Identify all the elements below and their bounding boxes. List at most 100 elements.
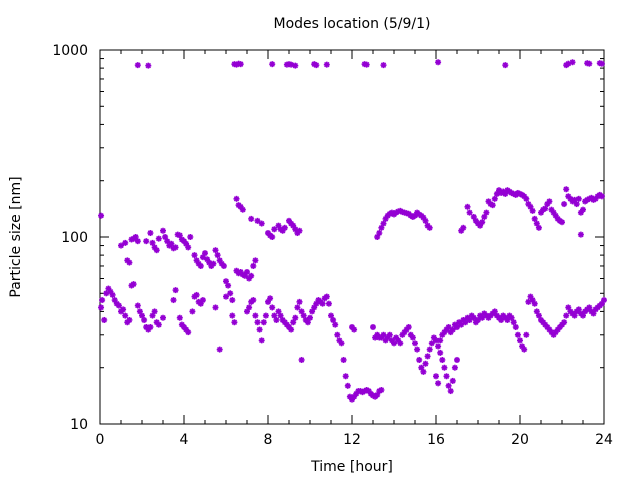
y-tick-label: 100 [61,230,88,246]
data-point [153,247,160,254]
data-point [479,314,486,321]
data-point [185,329,192,336]
data-point [115,302,122,309]
data-point [155,235,162,242]
data-point [449,326,456,333]
data-point [136,308,143,315]
data-point [168,240,175,247]
data-point [580,206,586,213]
data-point [340,356,347,363]
data-point [380,331,387,338]
data-point [256,326,263,333]
data-point [225,282,232,289]
data-point [294,304,301,311]
data-point [149,239,156,246]
data-points [98,59,607,403]
data-point [269,61,276,68]
data-point [260,319,267,326]
x-axis: 0 4 8 12 16 20 24 [96,50,613,448]
data-point [229,297,236,304]
data-point [412,340,418,347]
data-point [254,319,261,326]
data-point [563,186,570,193]
data-point [271,226,278,233]
data-point [250,262,257,269]
data-point [298,356,305,363]
data-point [292,62,299,69]
data-point [134,302,141,309]
data-point [502,62,509,69]
data-point [416,356,423,363]
data-point [189,308,196,315]
data-point [449,377,456,384]
data-point [451,364,458,371]
data-point [344,382,351,389]
data-point [479,219,486,226]
data-point [598,193,605,200]
data-point [512,324,519,331]
data-point [151,308,158,315]
data-point [422,217,429,224]
data-point [258,220,265,227]
data-point [332,321,339,328]
data-point [99,297,106,304]
data-point [548,206,555,213]
data-point [267,295,274,302]
data-point [489,202,496,209]
data-point [216,346,223,353]
data-point [126,259,133,266]
data-point [535,312,542,319]
data-point [145,62,152,69]
data-point [176,314,183,321]
data-point [561,319,568,326]
x-tick-label: 0 [96,432,105,448]
data-point [197,262,204,269]
data-point [147,324,154,331]
data-point [514,331,521,338]
data-point [319,300,326,307]
data-point [227,290,234,297]
data-point [498,316,505,323]
data-point [521,346,528,353]
data-point [269,304,276,311]
x-tick-label: 8 [264,432,273,448]
x-tick-label: 12 [343,432,361,448]
data-point [223,278,229,285]
data-point [98,212,105,219]
data-point [491,195,498,202]
data-point [546,198,553,205]
data-point [508,314,515,321]
data-point [531,300,538,307]
data-point [122,239,129,246]
data-point [462,319,469,326]
data-point [296,298,303,305]
data-point [601,297,607,304]
data-point [586,60,593,67]
data-point [330,316,337,323]
data-point [334,331,341,338]
data-point [464,203,471,210]
data-point [199,297,206,304]
data-point [210,260,217,267]
data-point [435,343,442,350]
data-point [187,234,194,240]
data-point [386,331,393,338]
data-point [220,262,227,269]
data-point [248,215,255,222]
data-point [281,224,288,231]
data-point [155,321,162,328]
data-point [126,316,133,323]
data-point [170,297,177,304]
data-point [466,209,473,216]
data-point [559,219,565,226]
data-point [296,227,303,234]
data-point [342,373,349,380]
data-point [130,281,137,288]
data-point [454,324,460,331]
data-point [325,300,332,307]
data-point [391,340,397,347]
data-point [575,195,582,202]
data-point [273,316,280,323]
data-point [420,368,427,375]
